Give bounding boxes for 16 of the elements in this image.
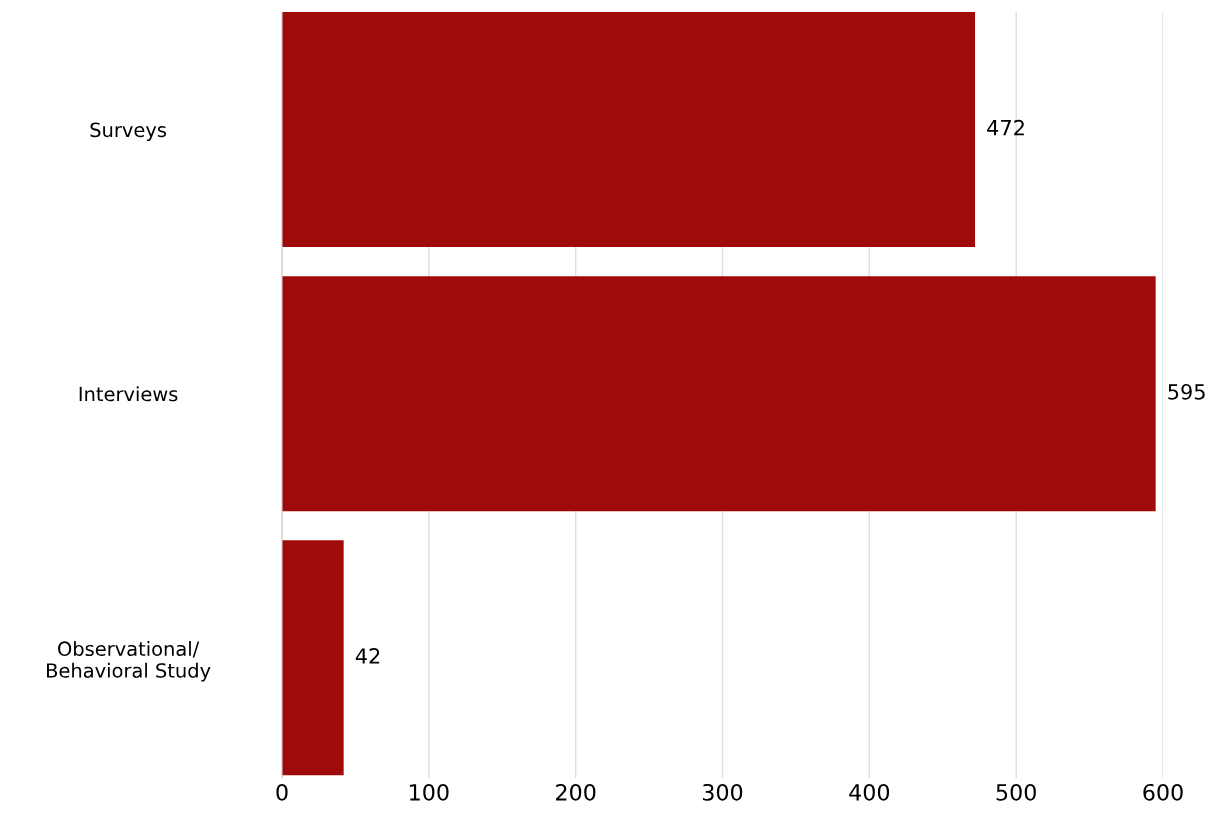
data-label: 595 [1168, 383, 1205, 400]
y-tick-label: Interviews [79, 386, 178, 402]
bar [282, 540, 344, 776]
x-tick-label: 500 [996, 783, 1036, 801]
x-tick-label: 200 [556, 783, 596, 801]
bar [282, 276, 1156, 512]
bar [282, 12, 976, 248]
data-label: 472 [987, 119, 1024, 136]
data-label: 42 [355, 648, 380, 664]
x-tick-label: 600 [1143, 783, 1183, 801]
x-tick-label: 400 [849, 783, 890, 801]
x-tick-label: 300 [702, 783, 743, 801]
x-tick-label: 100 [410, 783, 449, 801]
y-tick-label: Observational/ Behavioral Study [47, 641, 211, 682]
y-tick-label: Surveys [90, 122, 167, 141]
x-tick-label: 0 [276, 783, 288, 801]
